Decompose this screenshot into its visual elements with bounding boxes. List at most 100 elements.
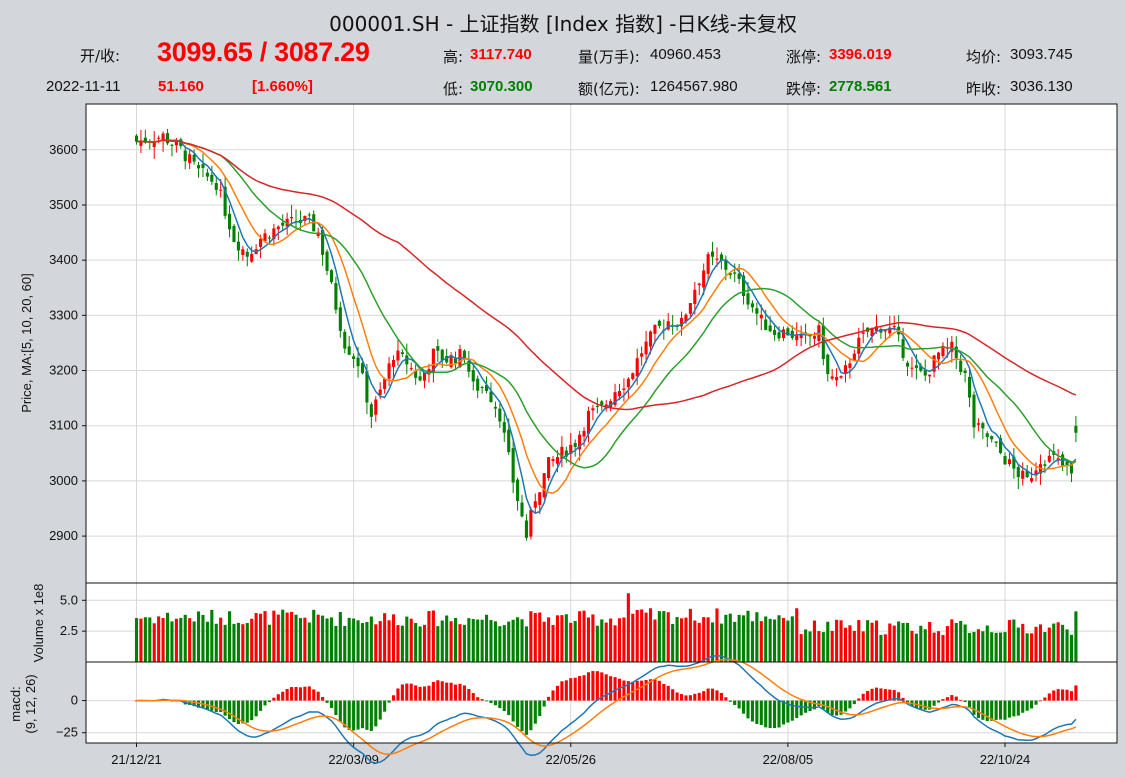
candle-body	[524, 520, 528, 538]
x-tick-label: 22/03/09	[328, 752, 379, 767]
macd-histogram-bar	[281, 691, 285, 701]
candle-body	[498, 408, 502, 422]
candle-body	[338, 307, 342, 331]
candle-body	[990, 436, 994, 440]
candle-body	[626, 378, 630, 388]
candle-body	[635, 358, 639, 377]
volume-bar	[640, 609, 644, 662]
macd-histogram-bar	[1047, 693, 1051, 701]
volume-bar	[1074, 611, 1078, 662]
candle-body	[564, 450, 568, 457]
volume-bar	[591, 614, 595, 662]
volume-bar	[919, 625, 923, 662]
candle-body	[1074, 425, 1078, 433]
macd-histogram-bar	[710, 688, 715, 701]
volume-bar	[799, 634, 803, 662]
macd-histogram-bar	[936, 700, 941, 703]
macd-histogram-bar	[188, 700, 192, 705]
candle-body	[578, 434, 582, 450]
volume-bar	[148, 617, 152, 662]
candle-body	[786, 328, 790, 336]
macd-histogram-bar	[228, 700, 232, 720]
candle-body	[600, 401, 604, 406]
macd-histogram-bar	[352, 700, 356, 731]
candle-body	[710, 251, 715, 257]
volume-bar	[183, 614, 187, 662]
candle-body	[1047, 455, 1051, 462]
macd-histogram-bar	[697, 692, 701, 701]
volume-bar	[1003, 632, 1007, 662]
macd-histogram-bar	[440, 681, 444, 701]
candle-body	[715, 258, 719, 260]
candle-body	[547, 457, 551, 479]
volume-bar	[259, 613, 263, 662]
macd-histogram-bar	[954, 696, 958, 701]
macd-histogram-bar	[396, 688, 400, 701]
volume-bar	[994, 632, 998, 662]
macd-histogram-bar	[307, 686, 311, 701]
volume-bar	[666, 612, 670, 662]
macd-histogram-bar	[387, 700, 391, 703]
candle-body	[391, 359, 396, 367]
macd-histogram-bar	[259, 700, 263, 711]
macd-histogram-bar	[524, 700, 528, 735]
volume-bar	[631, 613, 635, 662]
volume-bar	[241, 624, 245, 662]
amount-value: 1264567.980	[650, 78, 738, 95]
candle-body	[963, 370, 967, 373]
volume-bar	[959, 620, 963, 662]
volume-bar	[764, 616, 768, 662]
volume-bar	[963, 624, 967, 662]
macd-histogram-bar	[679, 694, 684, 701]
candle-body	[569, 444, 573, 454]
volume-bar	[644, 612, 648, 662]
macd-histogram-bar	[976, 700, 980, 719]
volume-bar	[719, 623, 723, 662]
macd-signal-line	[136, 658, 1077, 755]
macd-histogram-bar	[923, 700, 927, 710]
macd-histogram-bar	[196, 700, 201, 708]
macd-histogram-bar	[276, 694, 280, 701]
candle-body	[436, 346, 440, 351]
candle-body	[538, 492, 542, 505]
candle-body	[764, 319, 768, 330]
candle-body	[1043, 464, 1047, 466]
macd-histogram-bar	[232, 700, 236, 723]
candle-body	[321, 229, 325, 255]
volume-bar	[245, 623, 249, 662]
macd-histogram-bar	[777, 700, 781, 728]
macd-histogram-bar	[414, 685, 418, 701]
volume-bar	[369, 616, 373, 662]
macd-histogram-bar	[1025, 700, 1029, 711]
macd-histogram-bar	[968, 700, 972, 708]
volume-bar	[817, 631, 821, 662]
ma20-line	[136, 139, 1076, 469]
volume-bar	[936, 631, 941, 662]
volume-bar	[524, 626, 528, 662]
macd-histogram-bar	[790, 700, 794, 721]
volume-bar	[821, 632, 825, 662]
price-tick-label: 3400	[49, 252, 78, 267]
candle-body	[533, 501, 537, 508]
macd-histogram-bar	[781, 700, 785, 725]
macd-tick-label: −25	[56, 725, 78, 740]
candle-body	[746, 293, 750, 305]
candle-body	[192, 154, 196, 162]
volume-bar	[1038, 624, 1042, 662]
panel-border	[85, 661, 1118, 744]
volume-bar	[688, 608, 692, 662]
macd-histogram-bar	[657, 680, 661, 701]
volume-bar	[170, 621, 174, 662]
candle-body	[613, 392, 617, 406]
panel-bg	[86, 104, 1117, 583]
macd-histogram-bar	[786, 700, 790, 723]
macd-histogram-bar	[764, 700, 768, 728]
candle-body	[888, 327, 892, 334]
candle-body	[360, 363, 365, 374]
macd-histogram-bar	[516, 700, 520, 727]
macd-histogram-bar	[1030, 700, 1034, 709]
volume-bar	[1061, 624, 1065, 662]
candle-body	[347, 346, 351, 355]
candle-body	[693, 289, 697, 304]
price-tick-label: 3500	[49, 197, 78, 212]
